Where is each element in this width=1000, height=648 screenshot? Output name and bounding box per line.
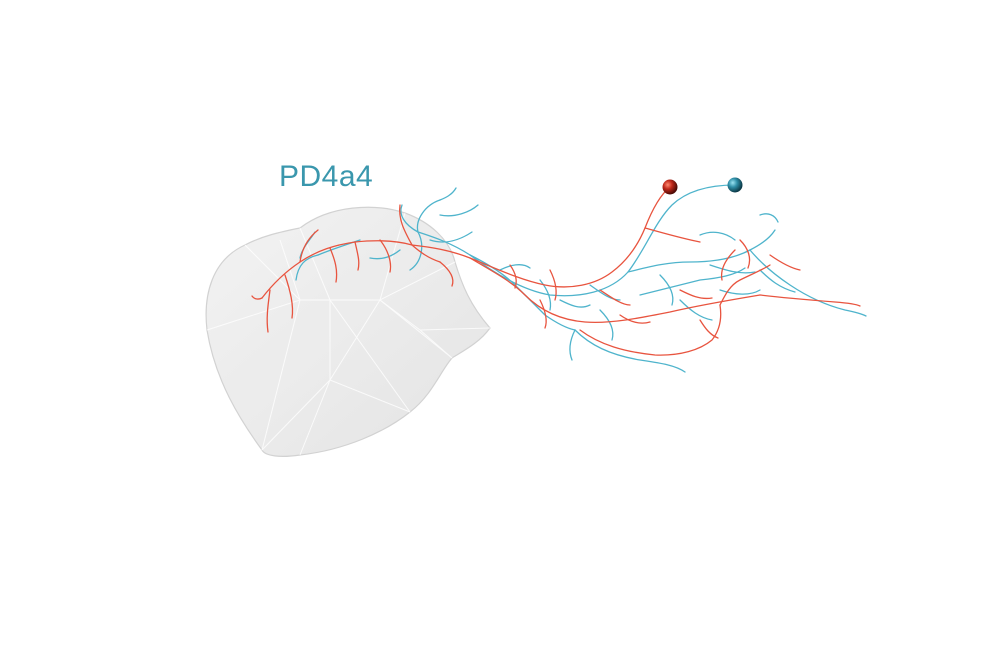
neuropil-mesh	[205, 206, 491, 457]
soma-cyan	[727, 177, 743, 193]
neuron-skeleton-red	[251, 186, 861, 356]
soma-red	[662, 179, 678, 195]
neuron-name-label: PD4a4	[279, 160, 374, 193]
